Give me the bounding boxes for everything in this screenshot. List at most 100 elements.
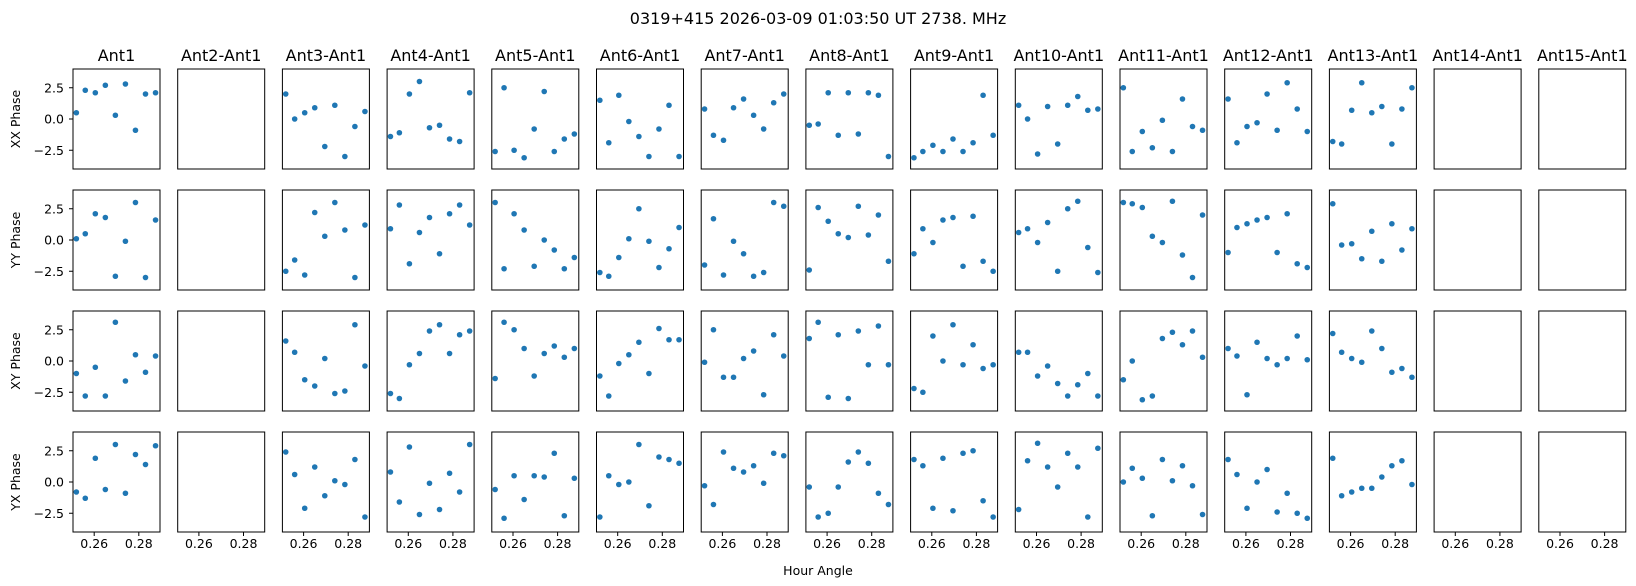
data-point xyxy=(855,131,862,137)
data-point xyxy=(865,460,872,467)
data-point xyxy=(875,212,882,218)
subplot-frame xyxy=(700,68,789,170)
data-point xyxy=(1234,224,1240,231)
subplot-frame xyxy=(1224,68,1313,170)
data-point xyxy=(825,394,832,401)
data-point xyxy=(92,455,99,462)
subplot-frame xyxy=(1014,431,1103,533)
data-point xyxy=(1159,117,1166,124)
data-point xyxy=(960,263,966,270)
data-point xyxy=(541,474,548,480)
subplot-frame xyxy=(281,431,370,533)
data-point xyxy=(970,213,976,220)
data-point xyxy=(865,89,872,96)
data-point xyxy=(676,153,682,160)
data-point xyxy=(1085,370,1091,377)
data-point xyxy=(1294,106,1300,112)
data-point xyxy=(960,450,966,457)
data-point xyxy=(701,106,708,112)
data-point xyxy=(1304,128,1311,135)
data-point xyxy=(122,378,129,384)
data-point xyxy=(396,129,403,136)
column-title: Ant5-Ant1 xyxy=(495,46,576,65)
data-point xyxy=(1199,127,1206,134)
data-point xyxy=(760,391,767,398)
data-point xyxy=(492,199,498,206)
subplot-frame xyxy=(910,189,999,291)
data-point xyxy=(960,148,966,155)
subplot-frame xyxy=(910,431,999,533)
data-point xyxy=(1254,479,1260,485)
data-point xyxy=(342,153,348,160)
subplot-frame xyxy=(596,189,684,291)
column-title: Ant12-Ant1 xyxy=(1223,46,1314,65)
data-point xyxy=(1199,354,1206,361)
data-point xyxy=(806,335,813,342)
y-tick-label: 0.0 xyxy=(44,354,64,369)
subplot-frame xyxy=(910,310,999,412)
y-tick-label: 0.0 xyxy=(44,475,64,490)
x-tick-label: 0.28 xyxy=(962,536,990,551)
data-point xyxy=(1034,239,1041,246)
data-point xyxy=(990,268,996,275)
data-point xyxy=(605,472,612,479)
data-point xyxy=(332,390,338,397)
data-point xyxy=(521,227,527,233)
column-title: Ant10-Ant1 xyxy=(1013,46,1104,65)
data-point xyxy=(122,490,129,497)
subplot-frame xyxy=(386,310,475,412)
subplot-frame xyxy=(177,189,266,291)
x-tick-label: 0.28 xyxy=(334,536,362,551)
data-point xyxy=(666,102,672,109)
data-point xyxy=(720,449,727,455)
data-point xyxy=(541,88,548,95)
data-point xyxy=(740,469,747,475)
y-tick-label: −2.5 xyxy=(34,143,64,158)
data-point xyxy=(730,374,737,381)
data-point xyxy=(970,447,976,454)
data-point xyxy=(1120,84,1127,91)
data-point xyxy=(1139,204,1146,211)
data-point xyxy=(1254,339,1260,346)
data-point xyxy=(396,395,403,402)
data-point xyxy=(1064,205,1071,212)
data-point xyxy=(332,102,338,109)
data-point xyxy=(342,227,348,233)
data-point xyxy=(980,365,986,372)
data-point xyxy=(362,108,368,115)
data-point xyxy=(885,501,892,508)
data-point xyxy=(646,502,652,509)
column-title: Ant15-Ant1 xyxy=(1537,46,1628,65)
data-point xyxy=(436,321,443,328)
data-point xyxy=(720,374,727,381)
subplot-frame xyxy=(1224,310,1313,412)
data-point xyxy=(885,153,892,160)
data-point xyxy=(1264,214,1270,221)
data-point xyxy=(501,515,507,522)
data-point xyxy=(466,222,473,228)
column-title: Ant7-Ant1 xyxy=(704,46,785,65)
data-point xyxy=(1085,107,1091,114)
data-point xyxy=(815,319,821,326)
data-point xyxy=(845,459,852,465)
x-tick-label: 0.28 xyxy=(1486,536,1514,551)
data-point xyxy=(561,512,568,519)
data-point xyxy=(730,465,737,472)
data-point xyxy=(770,99,777,106)
data-point xyxy=(426,124,433,131)
data-point xyxy=(1399,365,1405,372)
data-point xyxy=(1348,355,1355,362)
data-point xyxy=(132,451,139,458)
data-point xyxy=(1389,369,1395,376)
x-tick-label: 0.26 xyxy=(80,536,108,551)
subplot-frame xyxy=(177,68,266,170)
data-point xyxy=(436,122,443,129)
subplot-frame xyxy=(1014,189,1103,291)
data-point xyxy=(605,273,612,280)
data-point xyxy=(1389,220,1395,227)
data-point xyxy=(446,136,453,142)
data-point xyxy=(466,441,473,448)
data-point xyxy=(1189,482,1196,489)
data-point xyxy=(760,126,767,132)
data-point xyxy=(73,370,80,377)
